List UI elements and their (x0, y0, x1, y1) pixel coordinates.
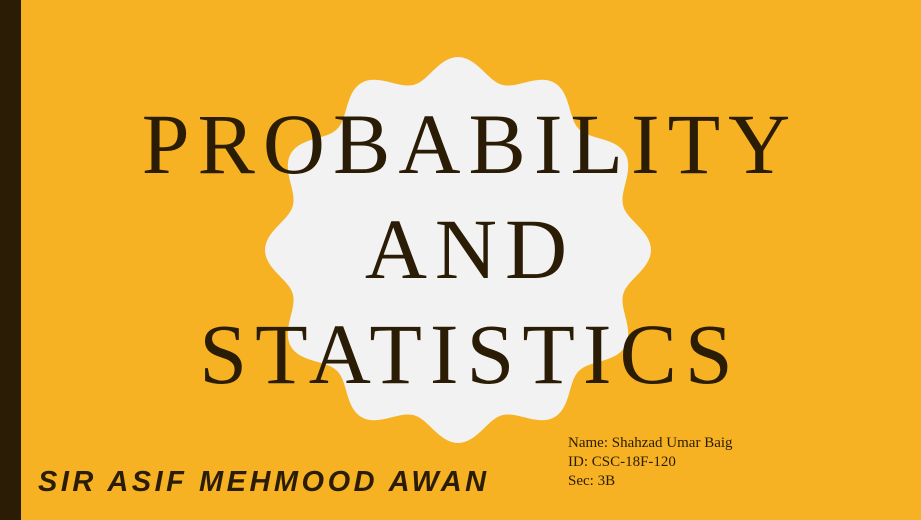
student-section: Sec: 3B (568, 473, 616, 489)
student-id: ID: CSC-18F-120 (568, 454, 676, 470)
title-line-probability: PROBABILITY (141, 96, 799, 192)
title-line-statistics: STATISTICS (199, 306, 741, 402)
left-accent-bar (0, 0, 21, 520)
presenter-name: SIR ASIF MEHMOOD AWAN (38, 466, 490, 498)
student-info: Name: Shahzad Umar Baig ID: CSC-18F-120 … (568, 434, 733, 491)
title-line-and: AND (364, 201, 576, 297)
scalloped-badge-shape (265, 57, 651, 443)
slide-title: PROBABILITY AND STATISTICS (60, 92, 880, 407)
student-name: Name: Shahzad Umar Baig (568, 435, 733, 451)
